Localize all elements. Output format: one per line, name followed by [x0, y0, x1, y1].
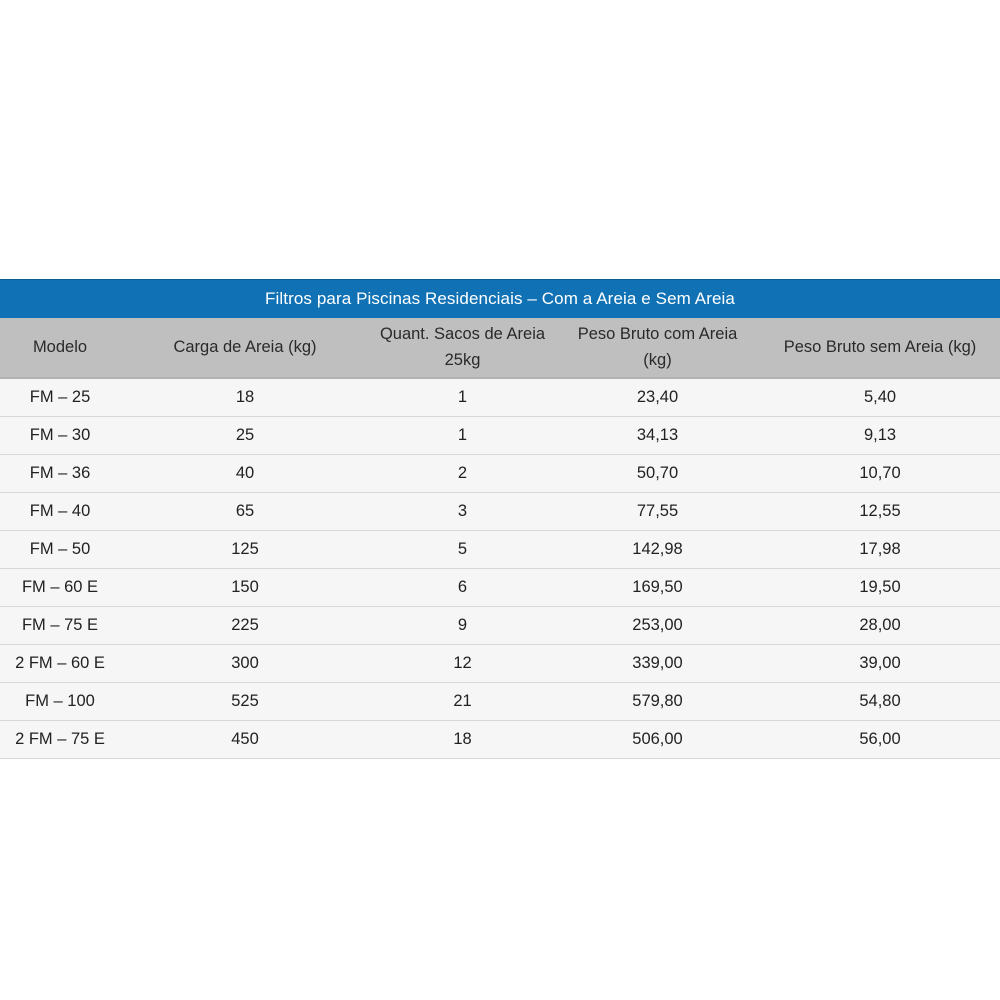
- table-cell: 18: [120, 378, 370, 417]
- spec-table: Modelo Carga de Areia (kg) Quant. Sacos …: [0, 318, 1000, 759]
- table-cell: FM – 40: [0, 492, 120, 531]
- filter-spec-table: Filtros para Piscinas Residenciais – Com…: [0, 279, 1000, 759]
- table-cell: 2 FM – 75 E: [0, 720, 120, 759]
- table-row: FM – 40 65 3 77,55 12,55: [0, 492, 1000, 531]
- table-cell: 65: [120, 492, 370, 531]
- table-cell: 39,00: [760, 644, 1000, 683]
- table-cell: 18: [370, 720, 555, 759]
- table-cell: 2: [370, 454, 555, 493]
- table-cell: 150: [120, 568, 370, 607]
- table-cell: 525: [120, 682, 370, 721]
- table-cell: 17,98: [760, 530, 1000, 569]
- column-header-carga-areia: Carga de Areia (kg): [120, 318, 370, 379]
- header-row: Modelo Carga de Areia (kg) Quant. Sacos …: [0, 318, 1000, 379]
- column-header-label-line2: (kg): [643, 350, 672, 369]
- table-row: 2 FM – 60 E 300 12 339,00 39,00: [0, 644, 1000, 683]
- table-cell: 1: [370, 378, 555, 417]
- table-row: FM – 100 525 21 579,80 54,80: [0, 682, 1000, 721]
- table-cell: FM – 60 E: [0, 568, 120, 607]
- table-cell: 50,70: [555, 454, 760, 493]
- column-header-label: Peso Bruto com Areia: [577, 324, 738, 343]
- table-cell: 2 FM – 60 E: [0, 644, 120, 683]
- table-cell: 5,40: [760, 378, 1000, 417]
- table-cell: 253,00: [555, 606, 760, 645]
- column-header-peso-bruto-com-areia: Peso Bruto com Areia (kg): [555, 318, 760, 379]
- table-cell: 9: [370, 606, 555, 645]
- table-cell: 21: [370, 682, 555, 721]
- table-cell: 125: [120, 530, 370, 569]
- table-cell: 34,13: [555, 416, 760, 455]
- table-cell: 5: [370, 530, 555, 569]
- table-cell: FM – 50: [0, 530, 120, 569]
- table-cell: 579,80: [555, 682, 760, 721]
- column-header-label: Quant. Sacos de Areia: [379, 324, 546, 343]
- table-cell: FM – 25: [0, 378, 120, 417]
- table-cell: 25: [120, 416, 370, 455]
- table-cell: FM – 36: [0, 454, 120, 493]
- table-row: FM – 75 E 225 9 253,00 28,00: [0, 606, 1000, 645]
- column-header-quant-sacos: Quant. Sacos de Areia 25kg: [370, 318, 555, 379]
- table-cell: 28,00: [760, 606, 1000, 645]
- table-title: Filtros para Piscinas Residenciais – Com…: [265, 289, 735, 308]
- table-cell: 506,00: [555, 720, 760, 759]
- table-cell: 54,80: [760, 682, 1000, 721]
- column-header-label-line2: 25kg: [444, 350, 481, 369]
- column-header-peso-bruto-sem-areia: Peso Bruto sem Areia (kg): [760, 318, 1000, 379]
- table-cell: 300: [120, 644, 370, 683]
- table-cell: 23,40: [555, 378, 760, 417]
- column-header-modelo: Modelo: [0, 318, 120, 379]
- table-cell: 450: [120, 720, 370, 759]
- table-cell: 77,55: [555, 492, 760, 531]
- table-cell: 12: [370, 644, 555, 683]
- table-cell: FM – 100: [0, 682, 120, 721]
- column-header-label: Modelo: [32, 337, 88, 356]
- column-header-label: Peso Bruto sem Areia (kg): [783, 337, 977, 356]
- table-row: FM – 30 25 1 34,13 9,13: [0, 416, 1000, 455]
- table-cell: 19,50: [760, 568, 1000, 607]
- table-row: FM – 25 18 1 23,40 5,40: [0, 378, 1000, 417]
- table-row: 2 FM – 75 E 450 18 506,00 56,00: [0, 720, 1000, 759]
- table-cell: 3: [370, 492, 555, 531]
- table-cell: 1: [370, 416, 555, 455]
- table-cell: 339,00: [555, 644, 760, 683]
- table-cell: 56,00: [760, 720, 1000, 759]
- table-body: FM – 25 18 1 23,40 5,40 FM – 30 25 1 34,13 9,13 FM…: [0, 378, 1000, 759]
- table-cell: 142,98: [555, 530, 760, 569]
- table-cell: FM – 75 E: [0, 606, 120, 645]
- table-row: FM – 36 40 2 50,70 10,70: [0, 454, 1000, 493]
- table-cell: 225: [120, 606, 370, 645]
- table-cell: 6: [370, 568, 555, 607]
- table-cell: 12,55: [760, 492, 1000, 531]
- table-row: FM – 50 125 5 142,98 17,98: [0, 530, 1000, 569]
- table-row: FM – 60 E 150 6 169,50 19,50: [0, 568, 1000, 607]
- table-title-bar: Filtros para Piscinas Residenciais – Com…: [0, 279, 1000, 318]
- table-cell: FM – 30: [0, 416, 120, 455]
- table-cell: 40: [120, 454, 370, 493]
- table-cell: 9,13: [760, 416, 1000, 455]
- table-cell: 169,50: [555, 568, 760, 607]
- table-cell: 10,70: [760, 454, 1000, 493]
- column-header-label: Carga de Areia (kg): [173, 337, 317, 356]
